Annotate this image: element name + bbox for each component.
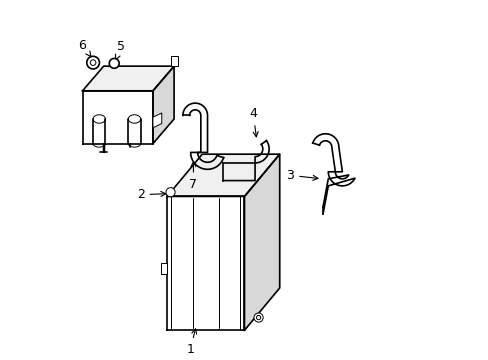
Polygon shape [170, 55, 177, 66]
Polygon shape [167, 197, 244, 330]
Polygon shape [82, 66, 174, 91]
Circle shape [165, 188, 175, 197]
Circle shape [253, 313, 263, 322]
Text: 3: 3 [286, 169, 317, 182]
Polygon shape [244, 154, 279, 330]
Circle shape [90, 60, 96, 66]
Polygon shape [153, 113, 162, 128]
Polygon shape [161, 263, 167, 274]
Circle shape [256, 315, 260, 320]
Text: 1: 1 [186, 329, 196, 356]
Text: 4: 4 [249, 107, 258, 137]
Text: 7: 7 [189, 162, 197, 190]
Circle shape [86, 56, 99, 69]
Circle shape [109, 58, 119, 68]
Polygon shape [153, 66, 174, 144]
Polygon shape [82, 91, 153, 144]
Text: 6: 6 [79, 39, 91, 57]
Text: 2: 2 [137, 188, 165, 201]
Text: 5: 5 [115, 40, 125, 60]
Polygon shape [167, 154, 279, 197]
